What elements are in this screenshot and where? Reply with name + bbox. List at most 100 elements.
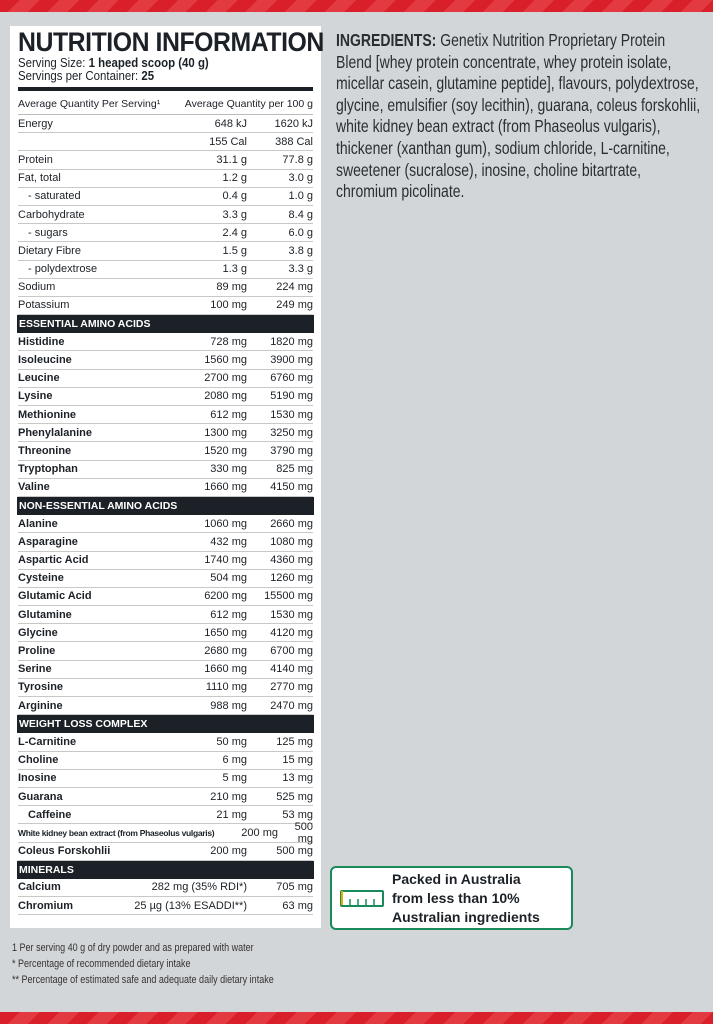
per-serving-value: 6200 mg (204, 590, 247, 603)
nutrient-name: Methionine (18, 408, 77, 421)
nutrient-name: Carbohydrate (18, 208, 85, 221)
per-serving-value: 330 mg (210, 463, 247, 476)
per-100g-value: 1260 mg (270, 572, 313, 585)
table-row: Aspartic Acid 1740 mg 4360 mg (18, 552, 313, 570)
per-100g-value: 4120 mg (270, 626, 313, 639)
footnote: 1 Per serving 40 g of dry powder and as … (12, 942, 254, 954)
per-100g-value: 4360 mg (270, 554, 313, 567)
table-row: Histidine 728 mg 1820 mg (18, 333, 313, 352)
per-serving-value: 1740 mg (204, 554, 247, 567)
section-header: MINERALS (17, 860, 314, 879)
per-100g-value: 15 mg (282, 754, 313, 767)
table-row: Methionine 612 mg 1530 mg (18, 406, 313, 425)
nutrient-name: White kidney bean extract (from Phaseolu… (18, 827, 215, 838)
table-row: Dietary Fibre 1.5 g 3.8 g (18, 242, 313, 261)
per-serving-value: 1520 mg (204, 444, 247, 457)
table-row: Lysine 2080 mg 5190 mg (18, 388, 313, 406)
column-headers: Average Quantity Per Serving¹ Average Qu… (18, 93, 313, 115)
table-row: Isoleucine 1560 mg 3900 mg (18, 351, 313, 370)
nutrient-name: Alanine (18, 517, 58, 530)
per-100g-value: 3.3 g (288, 263, 313, 276)
nutrient-name: Energy (18, 117, 53, 130)
table-row: Glutamic Acid 6200 mg 15500 mg (18, 588, 313, 607)
table-row: - sugars 2.4 g 6.0 g (18, 224, 313, 243)
table-row: Valine 1660 mg 4150 mg (18, 479, 313, 497)
nutrient-name: - sugars (28, 226, 68, 239)
per-100g-value: 63 mg (282, 899, 313, 912)
per-serving-value: 5 mg (222, 772, 247, 785)
nutrient-name: Histidine (18, 335, 65, 348)
packed-line: Australian ingredients (392, 908, 540, 925)
per-100g-value: 2660 mg (270, 517, 313, 530)
table-row: Asparagine 432 mg 1080 mg (18, 533, 313, 552)
per-100g-value: 1530 mg (270, 608, 313, 621)
per-100g-value: 3.0 g (288, 172, 313, 185)
ingredients: INGREDIENTS: Genetix Nutrition Proprieta… (336, 30, 702, 203)
nutrient-name: Fat, total (18, 172, 61, 185)
per-serving-value: 25 µg (13% ESADDI**) (134, 899, 247, 912)
table-row: Potassium 100 mg 249 mg (18, 297, 313, 316)
per-100g-value: 2470 mg (270, 699, 313, 712)
per-100g-value: 705 mg (276, 881, 313, 894)
per-100g-value: 500 mg (276, 845, 313, 858)
per-serving-value: 89 mg (216, 281, 247, 294)
table-row: Coleus Forskohlii 200 mg 500 mg (18, 843, 313, 861)
nutrient-name: Phenylalanine (18, 426, 92, 439)
section-header: ESSENTIAL AMINO ACIDS (17, 315, 314, 334)
per-100g-value: 6.0 g (288, 226, 313, 239)
per-serving-value: 728 mg (210, 335, 247, 348)
per-100g-value: 2770 mg (270, 681, 313, 694)
col-header-serving: Average Quantity Per Serving¹ (18, 97, 161, 110)
per-100g-value: 8.4 g (288, 208, 313, 221)
per-serving-value: 155 Cal (209, 135, 247, 148)
per-serving-value: 31.1 g (216, 153, 247, 166)
per-100g-value: 1080 mg (270, 535, 313, 548)
per-serving-value: 1660 mg (204, 663, 247, 676)
table-row: Serine 1660 mg 4140 mg (18, 661, 313, 679)
table-row: Carbohydrate 3.3 g 8.4 g (18, 206, 313, 225)
per-100g-value: 5190 mg (270, 390, 313, 403)
table-row: Tryptophan 330 mg 825 mg (18, 461, 313, 479)
nutrient-name: Sodium (18, 281, 56, 294)
per-100g-value: 3250 mg (270, 426, 313, 439)
nutrient-name: Lysine (18, 390, 53, 403)
table-row: Chromium 25 µg (13% ESADDI**) 63 mg (18, 897, 313, 916)
per-100g-value: 77.8 g (282, 153, 313, 166)
per-100g-value: 3790 mg (270, 444, 313, 457)
per-100g-value: 4140 mg (270, 663, 313, 676)
table-row: Arginine 988 mg 2470 mg (18, 697, 313, 716)
per-serving-value: 100 mg (210, 299, 247, 312)
per-serving-value: 200 mg (210, 845, 247, 858)
nutrient-name: Choline (18, 754, 59, 767)
per-serving-value: 1.2 g (222, 172, 247, 185)
per-serving-value: 2.4 g (222, 226, 247, 239)
table-row: Proline 2680 mg 6700 mg (18, 642, 313, 661)
per-serving-value: 200 mg (241, 826, 278, 839)
table-row: - saturated 0.4 g 1.0 g (18, 188, 313, 206)
packed-line: Packed in Australia (392, 870, 521, 887)
per-serving-value: 1560 mg (204, 354, 247, 367)
per-100g-value: 6760 mg (270, 372, 313, 385)
per-serving-value: 282 mg (35% RDI*) (151, 881, 247, 894)
nutrient-name: Arginine (18, 699, 63, 712)
nutrient-name: Glutamine (18, 608, 72, 621)
per-100g-value: 500 mg (294, 820, 313, 845)
per-100g-value: 1620 kJ (274, 117, 313, 130)
per-serving-value: 2680 mg (204, 645, 247, 658)
nutrient-name: Dietary Fibre (18, 244, 81, 257)
nutrient-name: Threonine (18, 444, 72, 457)
nutrient-name: Protein (18, 153, 53, 166)
per-serving-value: 1660 mg (204, 481, 247, 494)
nutrient-name: Caffeine (28, 808, 72, 821)
nutrient-name: Proline (18, 645, 56, 658)
nutrient-name: Isoleucine (18, 354, 72, 367)
ingredients-text: Genetix Nutrition Proprietary Protein Bl… (336, 30, 701, 202)
per-100g-value: 224 mg (276, 281, 313, 294)
table-row: Alanine 1060 mg 2660 mg (18, 515, 313, 534)
table-row: - polydextrose 1.3 g 3.3 g (18, 261, 313, 279)
per-100g-value: 1530 mg (270, 408, 313, 421)
table-row: Protein 31.1 g 77.8 g (18, 151, 313, 170)
per-serving-value: 2080 mg (204, 390, 247, 403)
per-serving-value: 21 mg (216, 808, 247, 821)
per-serving-value: 1300 mg (204, 426, 247, 439)
